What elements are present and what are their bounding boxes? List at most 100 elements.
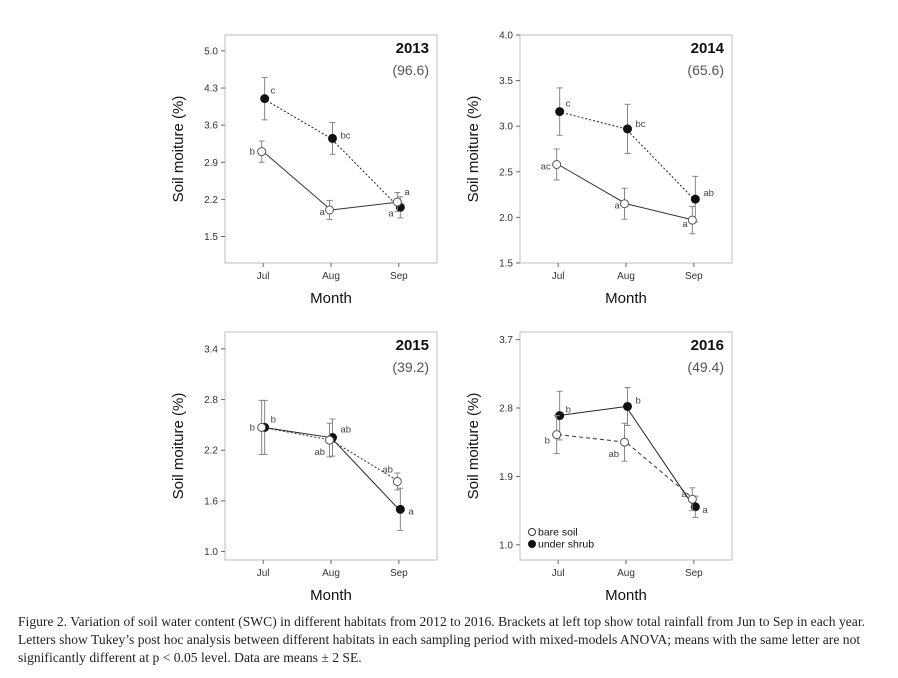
data-point bbox=[325, 435, 334, 445]
data-point bbox=[257, 422, 267, 432]
data-point bbox=[392, 197, 402, 207]
x-tick-label: Aug bbox=[322, 271, 340, 282]
data-point bbox=[623, 401, 632, 411]
tukey-letter: a bbox=[320, 207, 326, 218]
x-tick-label: Aug bbox=[617, 568, 635, 579]
chart-panel-2015: 1.0 1.6 2.2 2.8 3.4 Jul Aug Sep Month Soil moitur… bbox=[170, 331, 438, 604]
figure-caption: Figure 2. Variation of soil water conten… bbox=[18, 614, 866, 665]
tukey-letter: ac bbox=[541, 162, 551, 173]
panel-year: 2016 bbox=[691, 337, 724, 354]
tukey-letter: a bbox=[615, 201, 621, 212]
y-tick-label: 3.5 bbox=[499, 76, 513, 87]
series-points-bare-soil: b a a bbox=[250, 140, 410, 221]
y-tick-label: 3.6 bbox=[204, 121, 218, 132]
chart-panel-2014: 1.5 2.0 2.5 3.0 3.5 4.0 Jul Aug Sep Month Soil moi… bbox=[465, 31, 733, 307]
data-point bbox=[260, 94, 270, 104]
panel-rainfall: (96.6) bbox=[392, 62, 429, 78]
y-tick-label: 2.9 bbox=[204, 158, 218, 169]
y-tick-label: 4.0 bbox=[499, 31, 513, 42]
y-tick-label: 2.8 bbox=[204, 395, 218, 406]
chart-panel-2013: 1.5 2.2 2.9 3.6 4.3 5.0 Jul Aug Sep Month Soil moi… bbox=[170, 34, 438, 307]
panel-rainfall: (65.6) bbox=[687, 62, 724, 78]
tukey-letter: ab bbox=[341, 425, 352, 436]
y-tick-label: 1.0 bbox=[499, 540, 513, 551]
legend-label: bare soil bbox=[538, 527, 578, 539]
x-tick-label: Jul bbox=[257, 271, 270, 282]
panel-year: 2014 bbox=[691, 40, 725, 57]
series-bare-soil bbox=[262, 151, 399, 211]
data-point bbox=[555, 107, 565, 117]
tukey-letter: ab bbox=[703, 188, 714, 199]
tukey-letter: b bbox=[271, 414, 276, 425]
y-tick-label: 1.9 bbox=[499, 472, 513, 483]
series-line bbox=[558, 434, 695, 500]
y-tick-label: 1.5 bbox=[499, 259, 513, 270]
x-tick-label: Sep bbox=[390, 568, 408, 579]
y-tick-label: 5.0 bbox=[204, 46, 218, 57]
tukey-letter: b bbox=[566, 405, 571, 416]
y-axis-title: Soil moiture (%) bbox=[465, 393, 482, 500]
y-tick-label: 4.3 bbox=[204, 84, 218, 95]
tukey-letter: b bbox=[545, 436, 550, 447]
x-axis-title: Month bbox=[605, 290, 647, 307]
data-point bbox=[328, 133, 337, 143]
series-line bbox=[558, 405, 695, 508]
tukey-letter: c bbox=[271, 86, 276, 97]
data-point bbox=[392, 476, 402, 486]
tukey-letter: ab bbox=[382, 464, 393, 475]
y-tick-label: 2.2 bbox=[204, 195, 218, 206]
tukey-letter: b bbox=[636, 395, 641, 406]
y-tick-label: 2.2 bbox=[204, 446, 218, 457]
y-tick-label: 3.7 bbox=[499, 335, 513, 346]
series-under-shrub bbox=[558, 405, 695, 508]
tukey-letter: a bbox=[681, 489, 687, 500]
y-axis-title: Soil moiture (%) bbox=[170, 96, 187, 203]
x-tick-label: Jul bbox=[257, 568, 270, 579]
panel-rainfall: (39.2) bbox=[392, 359, 429, 375]
panel-year: 2015 bbox=[396, 337, 429, 354]
x-tick-label: Sep bbox=[685, 271, 703, 282]
x-tick-label: Jul bbox=[552, 271, 565, 282]
data-point bbox=[687, 494, 697, 504]
x-tick-label: Jul bbox=[552, 568, 565, 579]
y-tick-label: 1.5 bbox=[204, 232, 218, 243]
x-tick-label: Sep bbox=[685, 568, 703, 579]
series-line bbox=[262, 151, 399, 211]
data-point bbox=[620, 199, 629, 209]
tukey-letter: ab bbox=[609, 449, 620, 460]
legend-marker-open bbox=[528, 528, 536, 536]
x-tick-label: Aug bbox=[617, 271, 635, 282]
y-tick-label: 3.4 bbox=[204, 344, 218, 355]
series-line bbox=[557, 164, 694, 221]
tukey-letter: b bbox=[250, 422, 255, 433]
y-tick-label: 2.8 bbox=[499, 404, 513, 415]
data-point bbox=[687, 215, 697, 225]
data-point bbox=[623, 124, 632, 134]
data-point bbox=[552, 160, 562, 170]
x-tick-label: Sep bbox=[390, 271, 408, 282]
y-tick-label: 1.6 bbox=[204, 496, 218, 507]
x-axis-title: Month bbox=[310, 587, 352, 604]
y-tick-label: 3.0 bbox=[499, 122, 513, 133]
chart-panel-2016: 1.0 1.9 2.8 3.7 Jul Aug Sep Month Soil moiture (… bbox=[465, 331, 733, 604]
tukey-letter: bc bbox=[636, 119, 646, 130]
tukey-letter: ab bbox=[315, 447, 326, 458]
series-bare-soil bbox=[557, 164, 694, 221]
tukey-letter: a bbox=[404, 187, 410, 198]
tukey-letter: bc bbox=[341, 130, 351, 141]
data-point bbox=[690, 194, 700, 204]
tukey-letter: b bbox=[250, 147, 255, 158]
x-axis-title: Month bbox=[605, 587, 647, 604]
data-point bbox=[325, 205, 334, 215]
legend-marker-filled bbox=[528, 540, 536, 548]
y-axis-title: Soil moiture (%) bbox=[465, 96, 482, 203]
tukey-letter: a bbox=[702, 505, 708, 516]
y-axis-title: Soil moiture (%) bbox=[170, 393, 187, 500]
x-tick-label: Aug bbox=[322, 568, 340, 579]
x-axis-title: Month bbox=[310, 290, 352, 307]
data-point bbox=[620, 437, 629, 447]
series-bare-soil bbox=[558, 434, 695, 500]
tukey-letter: a bbox=[408, 506, 414, 517]
data-point bbox=[552, 430, 562, 440]
